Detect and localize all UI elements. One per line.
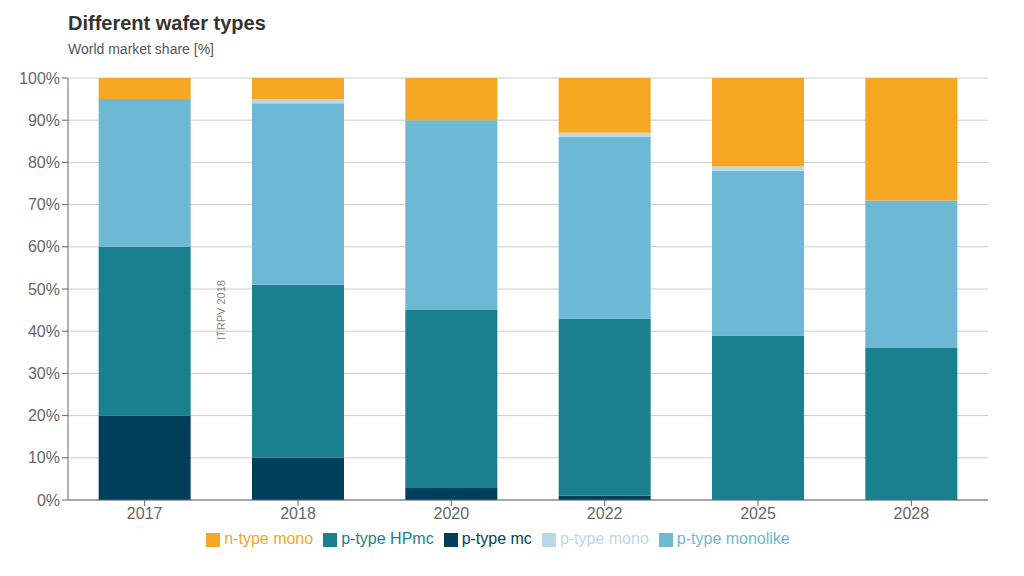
svg-text:50%: 50%: [28, 281, 60, 298]
html-text:p-type HPmc: p-type HPmc: [341, 530, 434, 547]
svg-text:40%: 40%: [28, 323, 60, 340]
svg-text:60%: 60%: [28, 238, 60, 255]
svg-text:2020: 2020: [434, 505, 470, 522]
svg-text:2018: 2018: [280, 505, 316, 522]
html-text:p-type mc: p-type mc: [461, 530, 532, 547]
svg-text:2028: 2028: [894, 505, 930, 522]
svg-text:2017: 2017: [127, 505, 163, 522]
svg-text:80%: 80%: [28, 154, 60, 171]
svg-text:100%: 100%: [19, 70, 60, 87]
svg-text:2022: 2022: [587, 505, 623, 522]
html-text:p-type mono: p-type mono: [559, 530, 649, 547]
svg-text:70%: 70%: [28, 196, 60, 213]
html-text:p-type monolike: p-type monolike: [676, 530, 790, 547]
html-text:World market share [%]: World market share [%]: [68, 41, 214, 57]
html-text:Different wafer types: Different wafer types: [68, 12, 266, 34]
html-text:n-type mono: n-type mono: [224, 530, 314, 547]
svg-text:20%: 20%: [28, 407, 60, 424]
svg-text:0%: 0%: [37, 492, 60, 509]
svg-text:90%: 90%: [28, 112, 60, 129]
svg-text:2025: 2025: [740, 505, 776, 522]
svg-text:30%: 30%: [28, 365, 60, 382]
html-text:ITRPV 2018: ITRPV 2018: [214, 280, 227, 340]
svg-text:10%: 10%: [28, 449, 60, 466]
